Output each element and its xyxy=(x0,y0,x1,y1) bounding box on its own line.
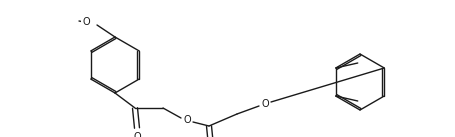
Text: O: O xyxy=(82,17,90,27)
Text: O: O xyxy=(261,99,269,109)
Text: O: O xyxy=(183,115,191,125)
Text: O: O xyxy=(133,132,141,137)
